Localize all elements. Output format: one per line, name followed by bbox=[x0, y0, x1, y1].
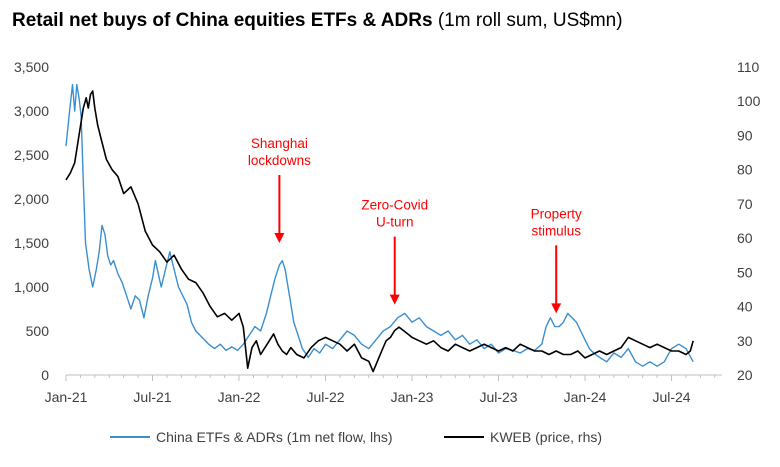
right-y-tick-label: 60 bbox=[737, 230, 753, 246]
left-y-tick-label: 3,500 bbox=[14, 59, 49, 75]
right-y-tick-label: 30 bbox=[737, 333, 753, 349]
x-tick-label: Jul-21 bbox=[133, 389, 171, 405]
right-y-tick-label: 110 bbox=[737, 59, 760, 75]
left-y-tick-label: 1,500 bbox=[14, 235, 49, 251]
x-tick-label: Jan-23 bbox=[391, 389, 434, 405]
annotation-label: Property bbox=[531, 206, 582, 221]
axes: Jan-21 Jul-21 Jan-22 Jul-22 Jan-23 Jul-23 Jan-… bbox=[14, 59, 761, 405]
legend-label-kweb: KWEB (price, rhs) bbox=[490, 429, 602, 445]
x-tick-label: Jan-24 bbox=[564, 389, 607, 405]
left-y-tick-label: 2,000 bbox=[14, 191, 49, 207]
annotation-arrow-head bbox=[274, 233, 285, 243]
left-y-tick-label: 3,000 bbox=[14, 103, 49, 119]
annotation-label: U-turn bbox=[376, 215, 414, 230]
chart-title-suffix: (1m roll sum, US$mn) bbox=[437, 10, 623, 31]
annotations: Shanghai lockdowns Zero-Covid U-turn Propert… bbox=[248, 136, 582, 314]
chart-title-main: Retail net buys of China equities ETFs &… bbox=[12, 10, 433, 31]
right-y-tick-label: 50 bbox=[737, 264, 753, 280]
x-tick-label: Jul-23 bbox=[479, 389, 517, 405]
annotation-arrow-head bbox=[389, 294, 400, 305]
right-y-tick-label: 80 bbox=[737, 162, 753, 178]
annotation-1: Zero-Covid U-turn bbox=[361, 198, 428, 305]
left-y-tick-label: 500 bbox=[26, 323, 50, 339]
right-y-tick-label: 100 bbox=[737, 93, 761, 109]
right-y-tick-label: 90 bbox=[737, 127, 753, 143]
annotation-label: stimulus bbox=[531, 223, 581, 238]
right-y-tick-label: 70 bbox=[737, 196, 753, 212]
left-y-tick-label: 1,000 bbox=[14, 279, 49, 295]
annotation-0: Shanghai lockdowns bbox=[248, 136, 311, 243]
chart-title: Retail net buys of China equities ETFs &… bbox=[12, 10, 623, 32]
right-y-tick-label: 20 bbox=[737, 367, 753, 383]
series-line-china-etfs-adrs bbox=[65, 83, 694, 367]
x-tick-label: Jul-24 bbox=[652, 389, 690, 405]
series-line-kweb bbox=[65, 90, 694, 373]
annotation-label: Shanghai bbox=[251, 136, 308, 151]
annotation-2: Property stimulus bbox=[531, 206, 582, 314]
x-tick-label: Jul-22 bbox=[306, 389, 344, 405]
x-tick-label: Jan-22 bbox=[218, 389, 261, 405]
annotation-label: lockdowns bbox=[248, 153, 311, 168]
legend: China ETFs & ADRs (1m net flow, lhs) KWEB… bbox=[110, 429, 602, 445]
legend-label-china-etfs-adrs: China ETFs & ADRs (1m net flow, lhs) bbox=[156, 429, 393, 445]
annotation-arrow-head bbox=[551, 303, 562, 314]
x-tick-label: Jan-21 bbox=[45, 389, 88, 405]
right-y-tick-label: 40 bbox=[737, 299, 753, 315]
series-lines bbox=[65, 83, 694, 373]
left-y-tick-label: 2,500 bbox=[14, 147, 49, 163]
left-y-tick-label: 0 bbox=[41, 367, 49, 383]
annotation-label: Zero-Covid bbox=[361, 198, 428, 213]
